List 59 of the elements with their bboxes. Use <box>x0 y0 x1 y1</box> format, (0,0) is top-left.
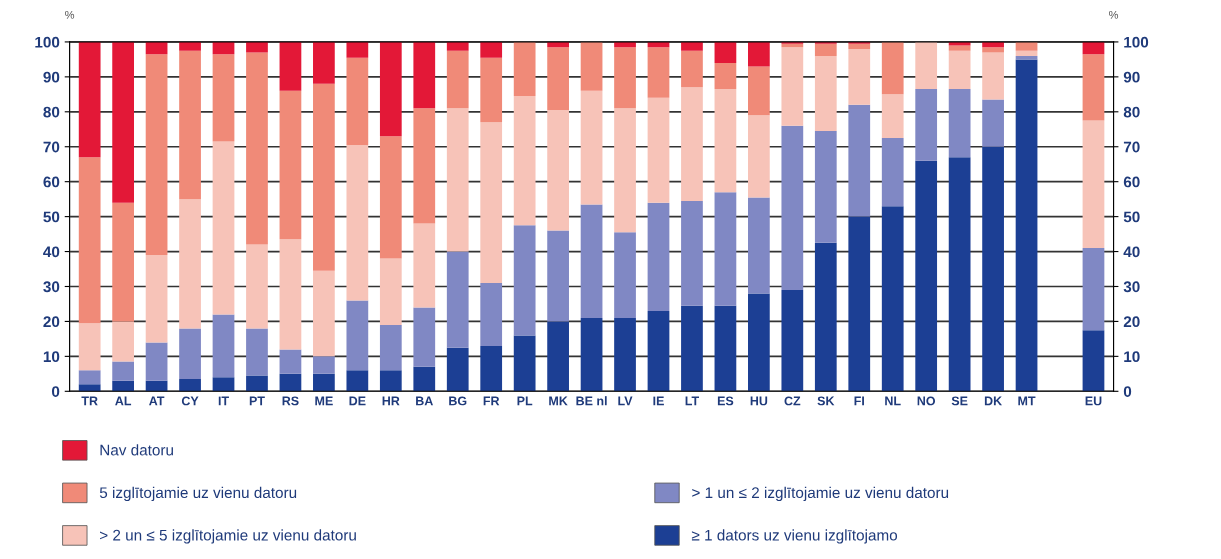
x-tick-label: FR <box>483 396 500 406</box>
y-tick-label: 40 <box>43 246 60 258</box>
x-tick-label: MK <box>549 396 568 406</box>
y2-tick-label: 70 <box>1123 141 1140 153</box>
x-tick-label: AL <box>115 396 132 406</box>
x-tick-label: HU <box>750 396 768 406</box>
x-tick-label: RS <box>282 396 299 406</box>
y-axis-title: % <box>65 10 75 19</box>
y2-tick-label: 10 <box>1124 351 1140 363</box>
x-tick-label: NL <box>885 396 901 406</box>
y2-tick-label: 60 <box>1123 176 1140 188</box>
y2-axis-title: % <box>1109 10 1119 19</box>
x-tick-label: BG <box>449 396 467 406</box>
y-tick-label: 70 <box>43 141 60 153</box>
y2-tick-label: 30 <box>1123 281 1140 293</box>
x-tick-label: SE <box>951 396 968 406</box>
legend-label: 5 izglītojamie uz vienu datoru <box>99 486 297 502</box>
x-tick-label: ES <box>717 396 734 406</box>
x-tick-label: FI <box>854 396 864 406</box>
y2-tick-label: 0 <box>1123 386 1132 397</box>
x-tick-label: CY <box>181 396 199 406</box>
x-tick-label: SK <box>817 396 835 406</box>
x-tick-label: AT <box>149 396 165 406</box>
y-tick-label: 10 <box>43 351 60 363</box>
x-tick-label: DE <box>349 396 366 406</box>
x-tick-label: PL <box>517 396 533 406</box>
legend-label: > 1 un ≤ 2 izglītojamie uz vienu datoru <box>692 486 949 502</box>
x-tick-label: PT <box>249 396 265 406</box>
x-tick-label: HR <box>382 396 400 406</box>
x-tick-label: DK <box>984 396 1003 406</box>
y-tick-label: 0 <box>51 386 60 397</box>
x-tick-label: IE <box>653 396 664 406</box>
y2-tick-label: 100 <box>1124 36 1149 48</box>
x-tick-label: TR <box>81 396 98 406</box>
legend-label: Nav datoru <box>100 444 173 456</box>
y2-tick-label: 90 <box>1123 71 1140 83</box>
x-tick-label: MT <box>1018 396 1036 406</box>
x-tick-label: BE nl <box>576 396 607 406</box>
x-tick-label: CZ <box>784 396 801 406</box>
x-tick-label: NO <box>917 396 936 406</box>
x-tick-label: LT <box>685 396 699 406</box>
y2-tick-label: 40 <box>1123 246 1140 258</box>
y-tick-label: 20 <box>43 316 60 328</box>
y2-tick-label: 50 <box>1123 211 1140 223</box>
x-tick-label: IT <box>218 396 229 406</box>
y-tick-label: 60 <box>43 176 60 188</box>
x-tick-label: BA <box>416 396 433 406</box>
x-tick-label: LV <box>618 396 633 406</box>
y-tick-label: 100 <box>35 36 60 48</box>
y2-tick-label: 20 <box>1123 316 1140 328</box>
y-tick-label: 30 <box>43 281 60 293</box>
x-tick-label: ME <box>315 396 333 406</box>
x-tick-label: EU <box>1085 396 1102 406</box>
y-tick-label: 50 <box>43 211 60 223</box>
y2-tick-label: 80 <box>1123 106 1140 118</box>
y-tick-label: 80 <box>43 106 60 118</box>
legend-label: ≥ 1 dators uz vienu izglītojamo <box>691 529 898 544</box>
y-tick-label: 90 <box>43 71 60 83</box>
legend-label: > 2 un ≤ 5 izglītojamie uz vienu datoru <box>100 529 356 544</box>
